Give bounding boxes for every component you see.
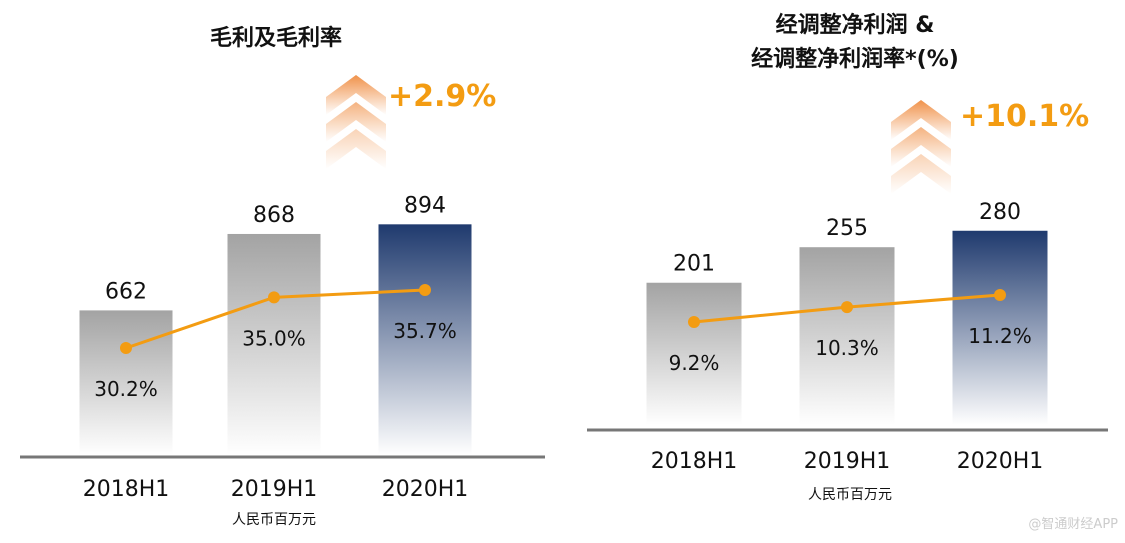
chart1-growth-arrow-icon xyxy=(326,102,386,142)
chart1-margin-label: 35.7% xyxy=(393,319,457,343)
watermark: @智通财经APP xyxy=(1028,517,1118,532)
chart1-unit-label: 人民币百万元 xyxy=(232,512,316,528)
chart2-title-line1: 经调整净利润 & xyxy=(776,12,935,38)
chart2-margin-point xyxy=(688,316,700,328)
chart2-growth-label: +10.1% xyxy=(960,99,1089,134)
chart2-bar-2018H1 xyxy=(646,282,742,425)
chart1-bar-value-label: 662 xyxy=(105,279,147,304)
chart1-bar-value-label: 894 xyxy=(404,193,446,218)
chart2-x-tick-label: 2018H1 xyxy=(651,449,738,474)
chart2-margin-label: 11.2% xyxy=(968,324,1032,348)
chart2-growth-arrow-icon xyxy=(891,100,951,140)
chart2-margin-point xyxy=(994,289,1006,301)
chart1-margin-point xyxy=(120,342,132,354)
chart1-growth-label: +2.9% xyxy=(388,79,496,114)
chart1-x-tick-label: 2019H1 xyxy=(231,477,318,502)
chart1-bar-value-label: 868 xyxy=(253,203,295,228)
chart1-x-tick-label: 2020H1 xyxy=(382,477,469,502)
chart1-margin-point xyxy=(268,291,280,304)
chart2-margin-label: 10.3% xyxy=(815,336,879,360)
chart2-growth-arrow-icon xyxy=(891,154,951,194)
chart2-bar-value-label: 280 xyxy=(979,200,1021,225)
chart1-margin-label: 35.0% xyxy=(242,326,306,350)
chart2-x-tick-label: 2019H1 xyxy=(804,449,891,474)
chart1-bar-2020H1 xyxy=(378,224,472,455)
chart2-margin-point xyxy=(841,301,853,314)
chart2-growth-arrow-icon xyxy=(891,127,951,167)
chart2-bar-2020H1 xyxy=(952,230,1048,425)
chart1-margin-label: 30.2% xyxy=(94,377,158,401)
chart1-x-tick-label: 2018H1 xyxy=(83,477,170,502)
chart2-bar-value-label: 255 xyxy=(826,216,868,241)
chart1-bar-2019H1 xyxy=(227,233,321,455)
chart2-bar-2019H1 xyxy=(799,247,895,425)
chart2-bar-value-label: 201 xyxy=(673,252,715,277)
chart1-title: 毛利及毛利率 xyxy=(210,25,342,51)
chart2-x-tick-label: 2020H1 xyxy=(957,449,1044,474)
chart1-margin-point xyxy=(419,283,431,296)
chart1-growth-arrow-icon xyxy=(326,129,386,169)
chart1-bar-2018H1 xyxy=(79,310,173,455)
chart2-margin-label: 9.2% xyxy=(669,351,720,375)
chart1-growth-arrow-icon xyxy=(326,75,386,115)
chart2-unit-label: 人民币百万元 xyxy=(808,487,892,503)
chart2-title-line2: 经调整净利润率*(%) xyxy=(751,46,959,72)
